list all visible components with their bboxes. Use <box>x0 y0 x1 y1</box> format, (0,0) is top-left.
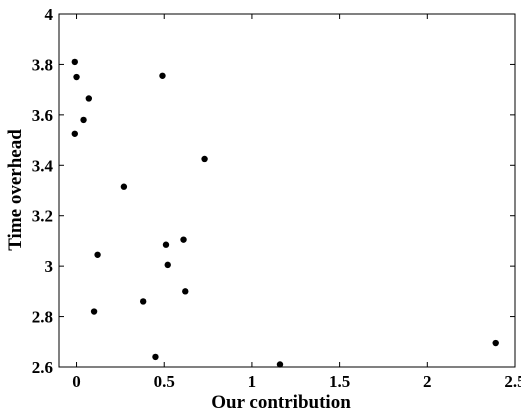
data-point <box>492 339 499 347</box>
data-point <box>80 116 87 124</box>
data-point <box>71 58 78 66</box>
data-point <box>164 261 171 269</box>
x-axis-label: Our contribution <box>211 392 351 413</box>
x-tick-label: 2.5 <box>504 372 521 391</box>
data-point <box>94 251 101 258</box>
y-tick-label: 2.8 <box>32 308 53 327</box>
data-point <box>90 308 98 315</box>
data-point <box>139 298 147 305</box>
data-point <box>201 155 208 163</box>
data-point <box>85 95 93 102</box>
data-point <box>276 361 284 368</box>
y-tick-label: 2.6 <box>32 358 53 377</box>
data-point <box>152 353 159 361</box>
data-points <box>71 58 499 368</box>
data-point <box>73 73 80 81</box>
x-axis-ticks: 0 0.5 1 1.5 2 2.5 <box>72 14 521 391</box>
y-tick-label: 3.8 <box>32 55 53 74</box>
data-point <box>180 236 187 243</box>
y-tick-label: 3.4 <box>32 156 54 175</box>
x-tick-label: 1.5 <box>329 372 350 391</box>
y-tick-label: 4 <box>45 5 54 24</box>
plot-area <box>58 13 516 368</box>
y-tick-label: 3.6 <box>32 106 53 125</box>
data-point <box>162 241 170 248</box>
data-point <box>120 183 128 190</box>
y-tick-label: 3.2 <box>32 207 53 226</box>
x-tick-label: 0 <box>72 372 81 391</box>
x-tick-label: 0.5 <box>154 372 175 391</box>
x-tick-label: 1 <box>248 372 257 391</box>
data-point <box>159 72 166 79</box>
y-axis-label: Time overhead <box>5 129 26 251</box>
data-point <box>182 288 189 295</box>
data-point <box>71 130 78 137</box>
y-tick-label: 3 <box>45 257 54 276</box>
y-axis-ticks: 2.6 2.8 3 3.2 3.4 3.6 3.8 4 <box>32 5 515 377</box>
x-tick-label: 2 <box>423 372 432 391</box>
